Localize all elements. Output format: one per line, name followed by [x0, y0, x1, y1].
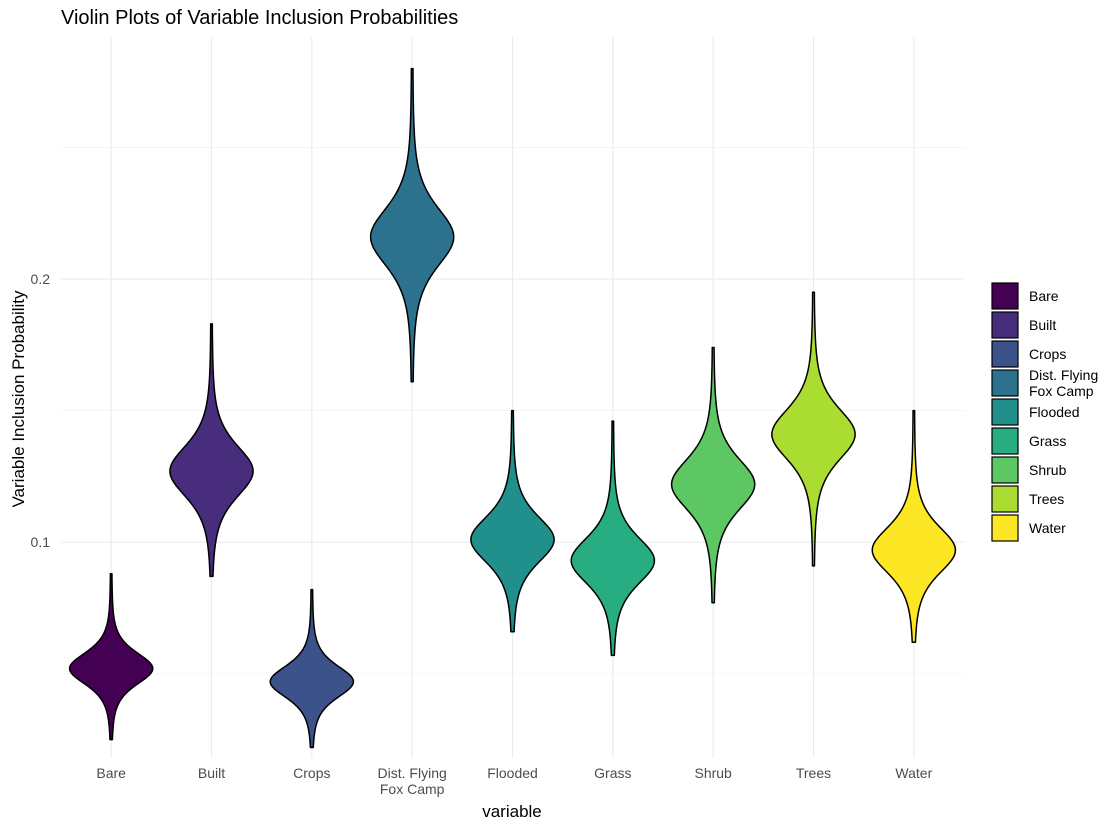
y-axis-title: Variable Inclusion Probability: [9, 290, 28, 508]
x-axis: Bare Built Crops Dist. Flying Fox Camp Floode…: [96, 765, 932, 797]
x-tick-label: Water: [895, 765, 932, 781]
violin-trees: [771, 291, 856, 567]
violin-flooded: [470, 409, 555, 633]
violin-water: [871, 409, 957, 643]
chart-title: Violin Plots of Variable Inclusion Proba…: [61, 7, 458, 29]
legend-key: [991, 311, 1019, 339]
x-tick-label: Built: [198, 765, 225, 781]
x-tick-label: Crops: [293, 765, 330, 781]
legend-label: Flooded: [1029, 404, 1080, 420]
legend-label: Shrub: [1029, 462, 1067, 478]
legend-key: [991, 427, 1019, 455]
violin-bare: [68, 573, 154, 741]
x-tick-label: Bare: [96, 765, 126, 781]
legend-label: Trees: [1029, 491, 1064, 507]
x-tick-label: Trees: [796, 765, 831, 781]
violin-built: [169, 323, 254, 578]
legend-label: Built: [1029, 317, 1056, 333]
legend-label: Water: [1029, 520, 1066, 536]
legend-key: [991, 456, 1019, 484]
violin-dist-flying-fox-camp: [369, 67, 455, 383]
y-tick-label: 0.2: [31, 271, 51, 287]
violin-shrub: [670, 346, 756, 604]
violin-crops: [269, 588, 355, 749]
violin-grass: [570, 420, 656, 657]
y-tick-label: 0.1: [31, 534, 51, 550]
legend-key: [991, 485, 1019, 513]
legend: Bare Built Crops Dist. Flying Fox Camp Floode…: [991, 282, 1098, 542]
x-tick-label: Grass: [594, 765, 631, 781]
legend-key: [991, 398, 1019, 426]
x-tick-label: Dist. Flying Fox Camp: [378, 765, 447, 797]
legend-label: Grass: [1029, 433, 1066, 449]
x-tick-label: Shrub: [694, 765, 732, 781]
legend-label: Crops: [1029, 346, 1066, 362]
legend-label: Dist. Flying Fox Camp: [1029, 367, 1098, 399]
legend-label: Bare: [1029, 288, 1059, 304]
legend-key: [991, 340, 1019, 368]
y-axis: 0.1 0.2: [31, 271, 51, 550]
legend-key: [991, 282, 1019, 310]
violin-layer: [68, 67, 957, 749]
x-axis-title: variable: [482, 802, 542, 821]
legend-key: [991, 514, 1019, 542]
x-tick-label: Flooded: [487, 765, 538, 781]
legend-key: [991, 369, 1019, 397]
